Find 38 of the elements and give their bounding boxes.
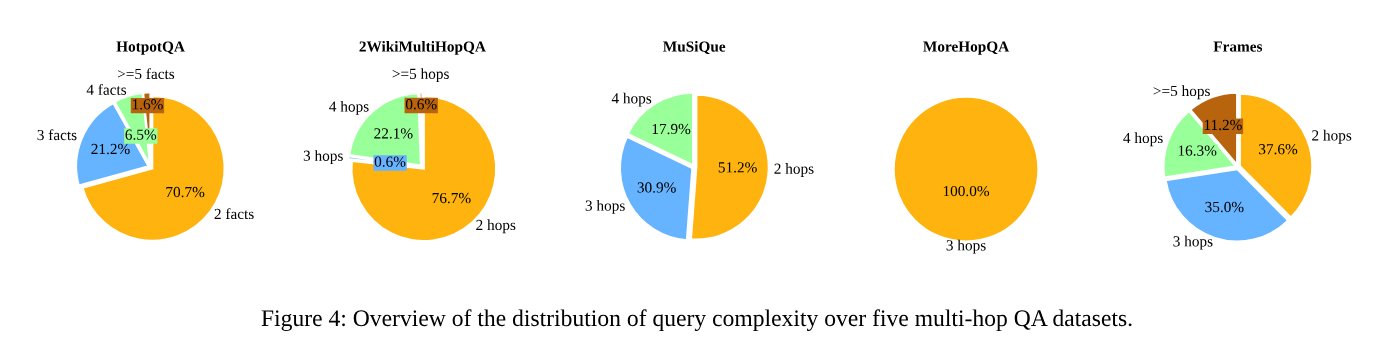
slice-label: 3 hops [585,200,625,214]
slice-label: 3 facts [37,129,77,141]
data-label: 70.7% [166,186,205,198]
data-label: 16.3% [1178,145,1217,156]
chart-title: HotpotQA [116,41,185,55]
slice-label: 2 facts [214,208,254,220]
data-label: 21.2% [91,143,130,155]
slice-label: >=5 facts [117,68,175,80]
slice-label: >=5 hops [1153,85,1210,100]
chart-title: MoreHopQA [923,41,1010,55]
caption: Figure 4: Overview of the distribution of query complexity over five multi-hop QA datasets. [261,309,1132,332]
data-label: 37.6% [1259,144,1298,155]
slice-label: >=5 hops [392,68,449,83]
data-label: 22.1% [374,128,413,139]
data-label: 100.0% [943,185,990,197]
slice-label: 2 hops [476,219,516,234]
data-label: 35.0% [1205,201,1244,213]
data-label: 17.9% [652,123,691,135]
chart-title: Frames [1213,41,1263,52]
slice-label: 4 facts [86,84,127,95]
slice-label: 3 hops [1173,235,1213,250]
data-label: 0.6% [405,99,437,110]
slice-label: 4 hops [329,100,369,115]
data-label: 76.7% [432,192,471,204]
slice-label: 2 hops [1312,129,1352,144]
data-label: 0.6% [374,156,406,167]
chart-title: 2WikiMultiHopQA [359,40,486,55]
slice-label: 4 hops [611,92,652,107]
slice-label: 4 hops [1123,132,1163,147]
slice-label: 2 hops [774,163,814,177]
chart-title: MuSiQue [663,40,726,55]
data-label: 1.6% [132,99,163,110]
data-label: 30.9% [637,182,676,193]
data-label: 11.2% [1204,119,1242,131]
legend-label: 3 hops [303,150,343,164]
data-label: 6.5% [125,129,157,140]
slice-label: 3 hops [946,239,986,254]
data-label: 51.2% [718,162,757,173]
